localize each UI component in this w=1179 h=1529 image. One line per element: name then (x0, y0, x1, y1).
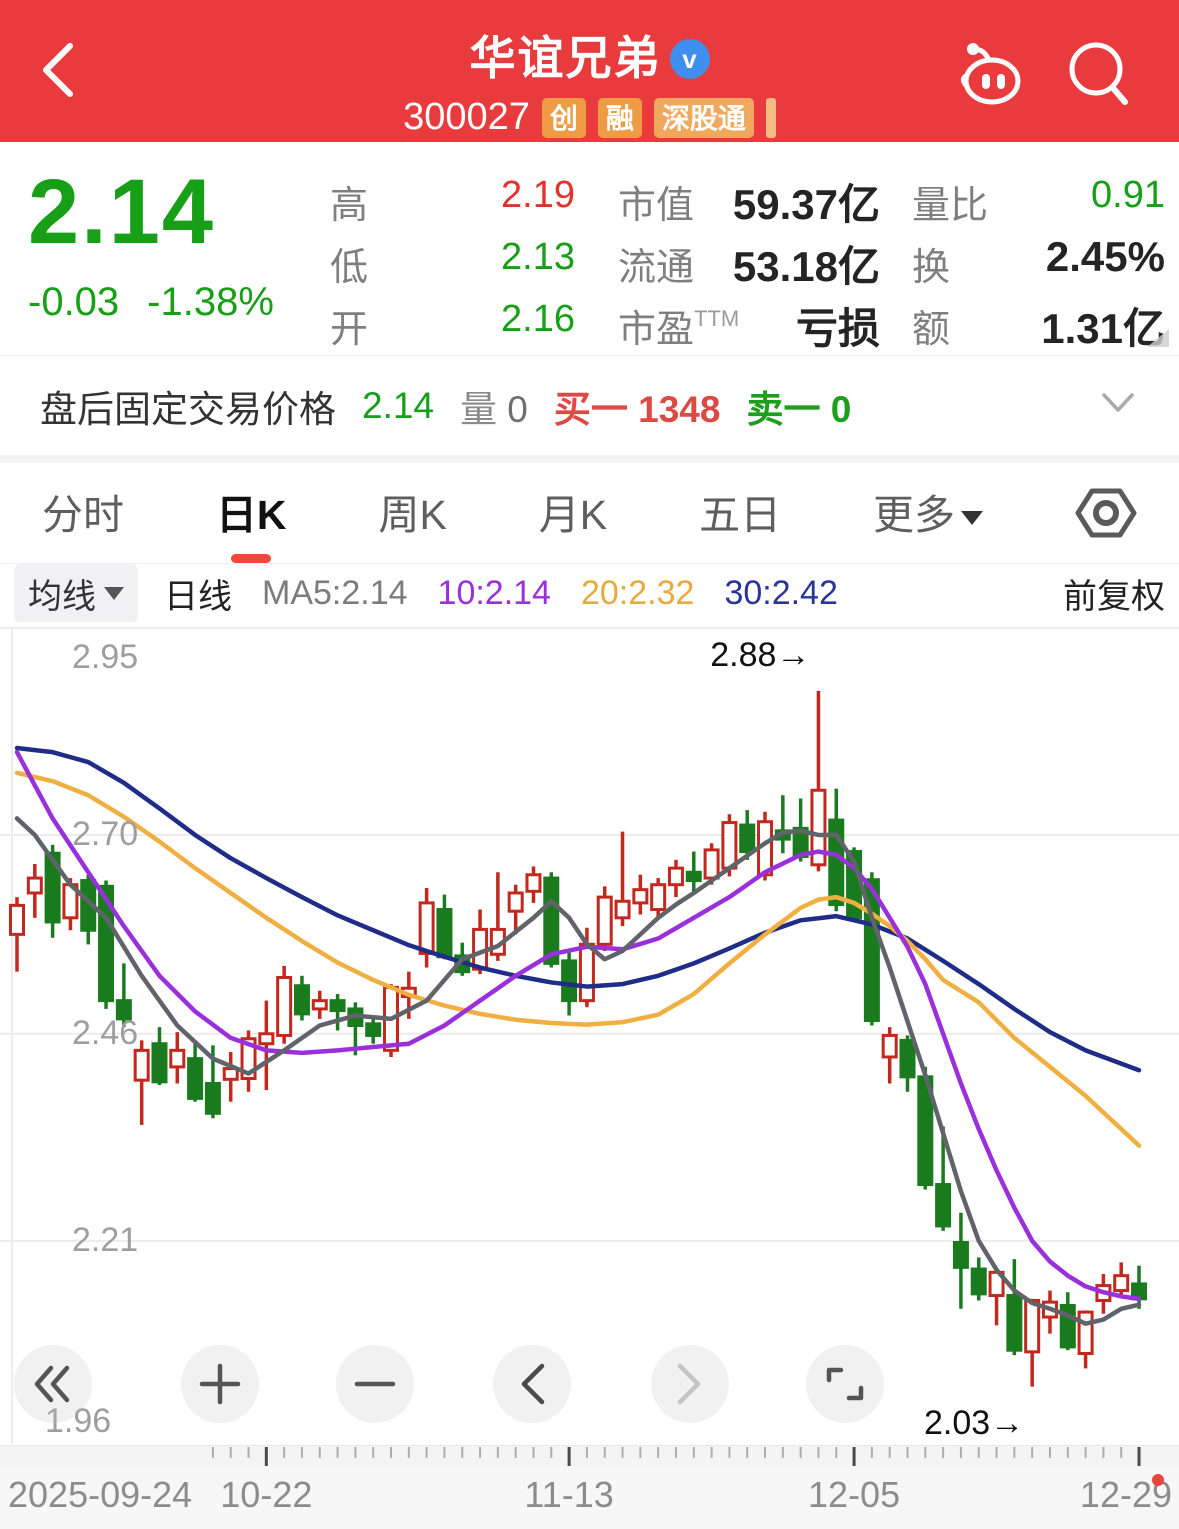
badge-shengutong: 深股通 (653, 97, 754, 138)
stock-code: 300027 (403, 96, 530, 138)
active-tab-underline (231, 554, 272, 563)
stat-float-value: 53.18亿 (732, 243, 880, 290)
ma-indicator-bar: 均线 日线 MA5:2.14 10:2.14 20:2.32 30:2.42 前… (0, 563, 1179, 624)
pan-right-button[interactable] (651, 1345, 729, 1423)
chevron-down-icon[interactable] (1101, 392, 1135, 414)
stat-low: 低 2.13 (330, 236, 575, 289)
search-icon[interactable] (1063, 36, 1135, 112)
latest-date-dot (1152, 1474, 1164, 1486)
zoom-out-button[interactable] (336, 1345, 414, 1423)
badge-partial (765, 97, 776, 138)
date-label: 10-22 (220, 1474, 313, 1515)
svg-text:2.95: 2.95 (72, 638, 138, 676)
verified-badge-icon: v (669, 39, 710, 79)
stat-high: 高 2.19 (330, 174, 575, 227)
badge-chuang: 创 (541, 97, 586, 138)
stat-marketcap-value: 59.37亿 (732, 181, 880, 228)
ma-selector-arrow-icon (104, 587, 124, 600)
panel-expand-grip-icon[interactable] (1147, 329, 1169, 347)
afterhours-price: 2.14 (362, 385, 435, 426)
stat-turnover-value: 2.45% (1045, 233, 1165, 280)
date-axis: 2025-09-24 10-22 11-13 12-05 12-29 (0, 1466, 1179, 1529)
svg-text:2.21: 2.21 (72, 1221, 138, 1259)
stat-amount: 额 1.31亿 (912, 298, 1165, 353)
pan-left-button[interactable] (493, 1345, 571, 1423)
stat-volratio-value: 0.91 (1091, 174, 1165, 216)
tab-fenshi[interactable]: 分时 (42, 492, 124, 538)
tab-more[interactable]: 更多 (873, 481, 984, 545)
stat-high-value: 2.19 (501, 174, 575, 216)
timeline-ruler[interactable] (0, 1445, 1179, 1467)
kline-svg: 2.95 2.70 2.46 2.21 1.96 2.88→ 2.03→ (0, 626, 1179, 1444)
tab-monthly-k[interactable]: 月K (538, 492, 608, 538)
tab-five-day[interactable]: 五日 (699, 492, 782, 538)
pe-ttm-sup: TTM (694, 306, 740, 331)
date-label: 12-05 (808, 1474, 901, 1515)
fullscreen-button[interactable] (806, 1345, 884, 1423)
stat-float: 流通 53.18亿 (618, 236, 880, 291)
svg-text:2.70: 2.70 (72, 815, 138, 853)
svg-text:2.03→: 2.03→ (924, 1404, 1024, 1442)
chart-toolbar (0, 1345, 1179, 1425)
stat-amount-value: 1.31亿 (1041, 305, 1165, 352)
stat-low-value: 2.13 (501, 236, 575, 278)
ma-period: 日线 (164, 578, 232, 616)
afterhours-buy-label: 买一 (553, 389, 628, 430)
stat-pe: 市盈TTM 亏损 (618, 298, 880, 353)
chart-tabs: 分时 日K 周K 月K 五日 更多 (0, 463, 1179, 563)
stat-pe-value: 亏损 (795, 305, 880, 352)
afterhours-vol: 0 (507, 389, 528, 430)
more-dropdown-arrow-icon (961, 511, 984, 525)
page-title: 华谊兄弟 (469, 32, 662, 84)
svg-text:2.88→: 2.88→ (710, 636, 810, 674)
date-label: 11-13 (524, 1474, 614, 1515)
stat-turnover: 换 2.45% (912, 233, 1165, 289)
zoom-in-button[interactable] (181, 1345, 259, 1423)
app-header: 华谊兄弟 v 300027 创 融 深股通 (0, 0, 1179, 142)
svg-text:2.46: 2.46 (72, 1014, 138, 1052)
chart-settings-icon[interactable] (1075, 485, 1137, 541)
ruler-ticks-svg (211, 1447, 1141, 1466)
tab-weekly-k[interactable]: 周K (378, 492, 447, 538)
tab-daily-k[interactable]: 日K (216, 481, 287, 563)
ma10-legend: 10:2.14 (437, 574, 551, 612)
ma5-legend: MA5:2.14 (262, 574, 408, 612)
stat-volratio: 量比 0.91 (912, 174, 1165, 227)
back-icon[interactable] (38, 40, 78, 100)
ma-selector[interactable]: 均线 (14, 563, 138, 624)
ma30-legend: 30:2.42 (724, 574, 838, 612)
afterhours-vol-label: 量 (460, 389, 498, 430)
badge-rong: 融 (597, 97, 642, 138)
date-label-start: 2025-09-24 (8, 1474, 193, 1515)
afterhours-sell-label: 卖一 (746, 389, 821, 430)
price-change-row: -0.03 -1.38% (28, 280, 302, 325)
afterhours-bar[interactable]: 盘后固定交易价格 2.14 量 0 买一 1348 卖一 0 (0, 355, 1179, 456)
stat-open-value: 2.16 (501, 298, 575, 340)
price-change-pct: -1.38% (147, 280, 274, 324)
adjust-mode[interactable]: 前复权 (1063, 578, 1165, 616)
stat-marketcap: 市值 59.37亿 (618, 174, 880, 229)
price-change: -0.03 (28, 280, 120, 324)
afterhours-label: 盘后固定交易价格 (40, 389, 336, 430)
quote-panel: 2.14 -0.03 -1.38% 高 2.19 低 2.13 开 2.16 市值… (0, 142, 1179, 355)
svg-text:1.96: 1.96 (45, 1402, 111, 1440)
section-divider (0, 455, 1179, 463)
kline-chart[interactable]: 2.95 2.70 2.46 2.21 1.96 2.88→ 2.03→ (0, 622, 1179, 1445)
ma20-legend: 20:2.32 (580, 574, 695, 612)
afterhours-sell: 0 (830, 389, 852, 430)
current-price: 2.14 (28, 161, 216, 263)
rewind-button[interactable] (14, 1345, 92, 1423)
robot-assistant-icon[interactable] (953, 36, 1029, 112)
afterhours-buy: 1348 (638, 389, 721, 430)
stat-open: 开 2.16 (330, 298, 575, 351)
